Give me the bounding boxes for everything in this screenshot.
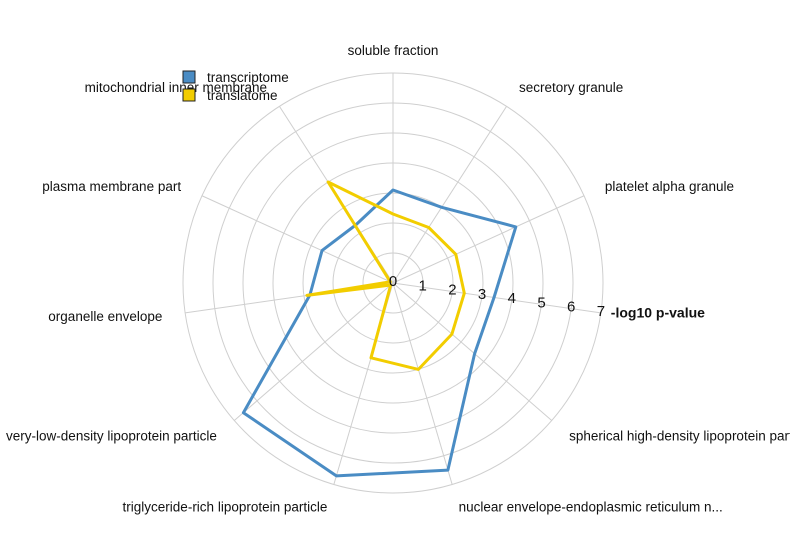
tick-label-7: 7 [597,303,605,320]
category-label-secretory-granule: secretory granule [519,80,623,95]
series-line-transcriptome [241,188,518,478]
legend-swatch-translatome [182,88,196,102]
category-label-spherical-high-density-lipoprotein-parti: spherical high-density lipoprotein parti… [569,429,790,444]
tick-label-5: 5 [537,294,545,311]
category-label-nuclear-envelope-endoplasmic-reticulum-n: nuclear envelope-endoplasmic reticulum n… [459,500,723,515]
category-label-organelle-envelope: organelle envelope [48,309,162,324]
spoke-9 [201,195,394,284]
series-lines [241,180,518,478]
legend-swatch-transcriptome [182,70,196,84]
axis-title: -log10 p-value [611,304,705,320]
legend-label-transcriptome: transcriptome [207,70,289,85]
spoke-4 [392,282,553,421]
spoke-2 [392,195,585,284]
radial-ticks: 0 1 2 3 4 5 6 7 -log10 p-value [389,273,705,320]
legend-label-translatome: translatome [207,88,278,103]
tick-label-1: 1 [419,277,427,294]
spoke-7 [233,282,394,421]
category-label-mitochondrial-inner-membrane: mitochondrial inner membrane [85,80,267,95]
spoke-5 [392,282,453,485]
tick-label-4: 4 [508,290,516,307]
category-label-triglyceride-rich-lipoprotein-particle: triglyceride-rich lipoprotein particle [123,500,328,515]
tick-label-2: 2 [448,282,456,299]
tick-label-3: 3 [478,286,486,303]
series-line-translatome [305,180,466,371]
spoke-1 [392,106,507,284]
category-labels: soluble fraction secretory granule platele… [6,43,790,515]
tick-label-6: 6 [567,299,575,316]
category-label-soluble-fraction: soluble fraction [348,43,439,58]
spoke-3 [392,282,601,314]
category-label-very-low-density-lipoprotein-particle: very-low-density lipoprotein particle [6,429,217,444]
tick-label-0: 0 [389,273,397,290]
category-label-plasma-membrane-part: plasma membrane part [42,179,181,194]
category-label-platelet-alpha-granule: platelet alpha granule [605,179,734,194]
legend: transcriptome translatome [182,70,289,103]
